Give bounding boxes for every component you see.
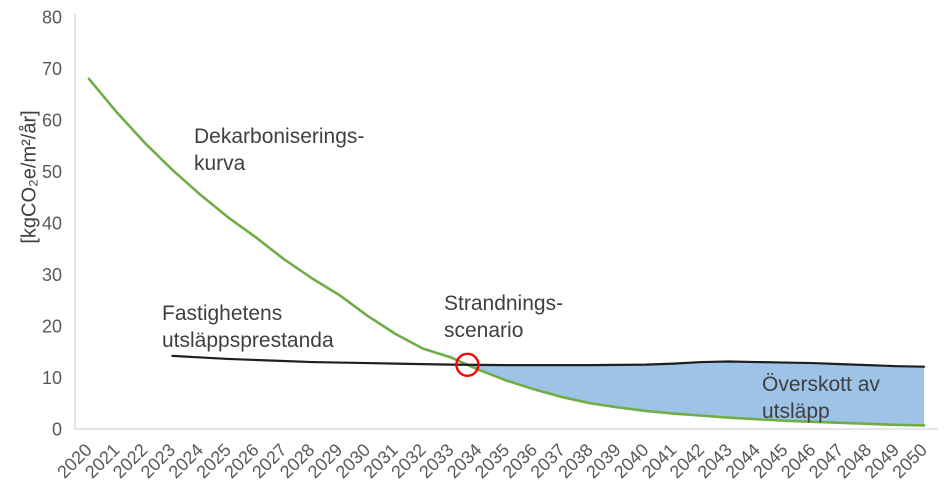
- stranding-point-circle: [455, 352, 480, 377]
- annotation-decarbonization-curve: Dekarboniserings- kurva: [194, 125, 365, 175]
- excess-emissions-area: [467, 361, 925, 426]
- decarbonization-curve-line: [87, 77, 926, 427]
- annotation-property-performance: Fastighetens utsläppsprestanda: [162, 302, 334, 352]
- y-tick-label: 0: [52, 420, 62, 440]
- y-tick-label: 80: [42, 8, 62, 28]
- y-tick-label: 70: [42, 59, 62, 79]
- y-tick-label: 30: [42, 265, 62, 285]
- y-axis-title: [kgCO₂e/m²/år]: [18, 110, 41, 244]
- property-performance-line: [171, 354, 926, 368]
- y-tick-label: 50: [42, 162, 62, 182]
- y-tick-label: 40: [42, 214, 62, 234]
- y-tick-label: 20: [42, 317, 62, 337]
- annotation-stranding-scenario: Strandnings- scenario: [444, 292, 564, 342]
- y-tick-label: 10: [42, 368, 62, 388]
- y-tick-label: 60: [42, 111, 62, 131]
- annotation-excess-emissions: Överskott av utsläpp: [762, 373, 880, 423]
